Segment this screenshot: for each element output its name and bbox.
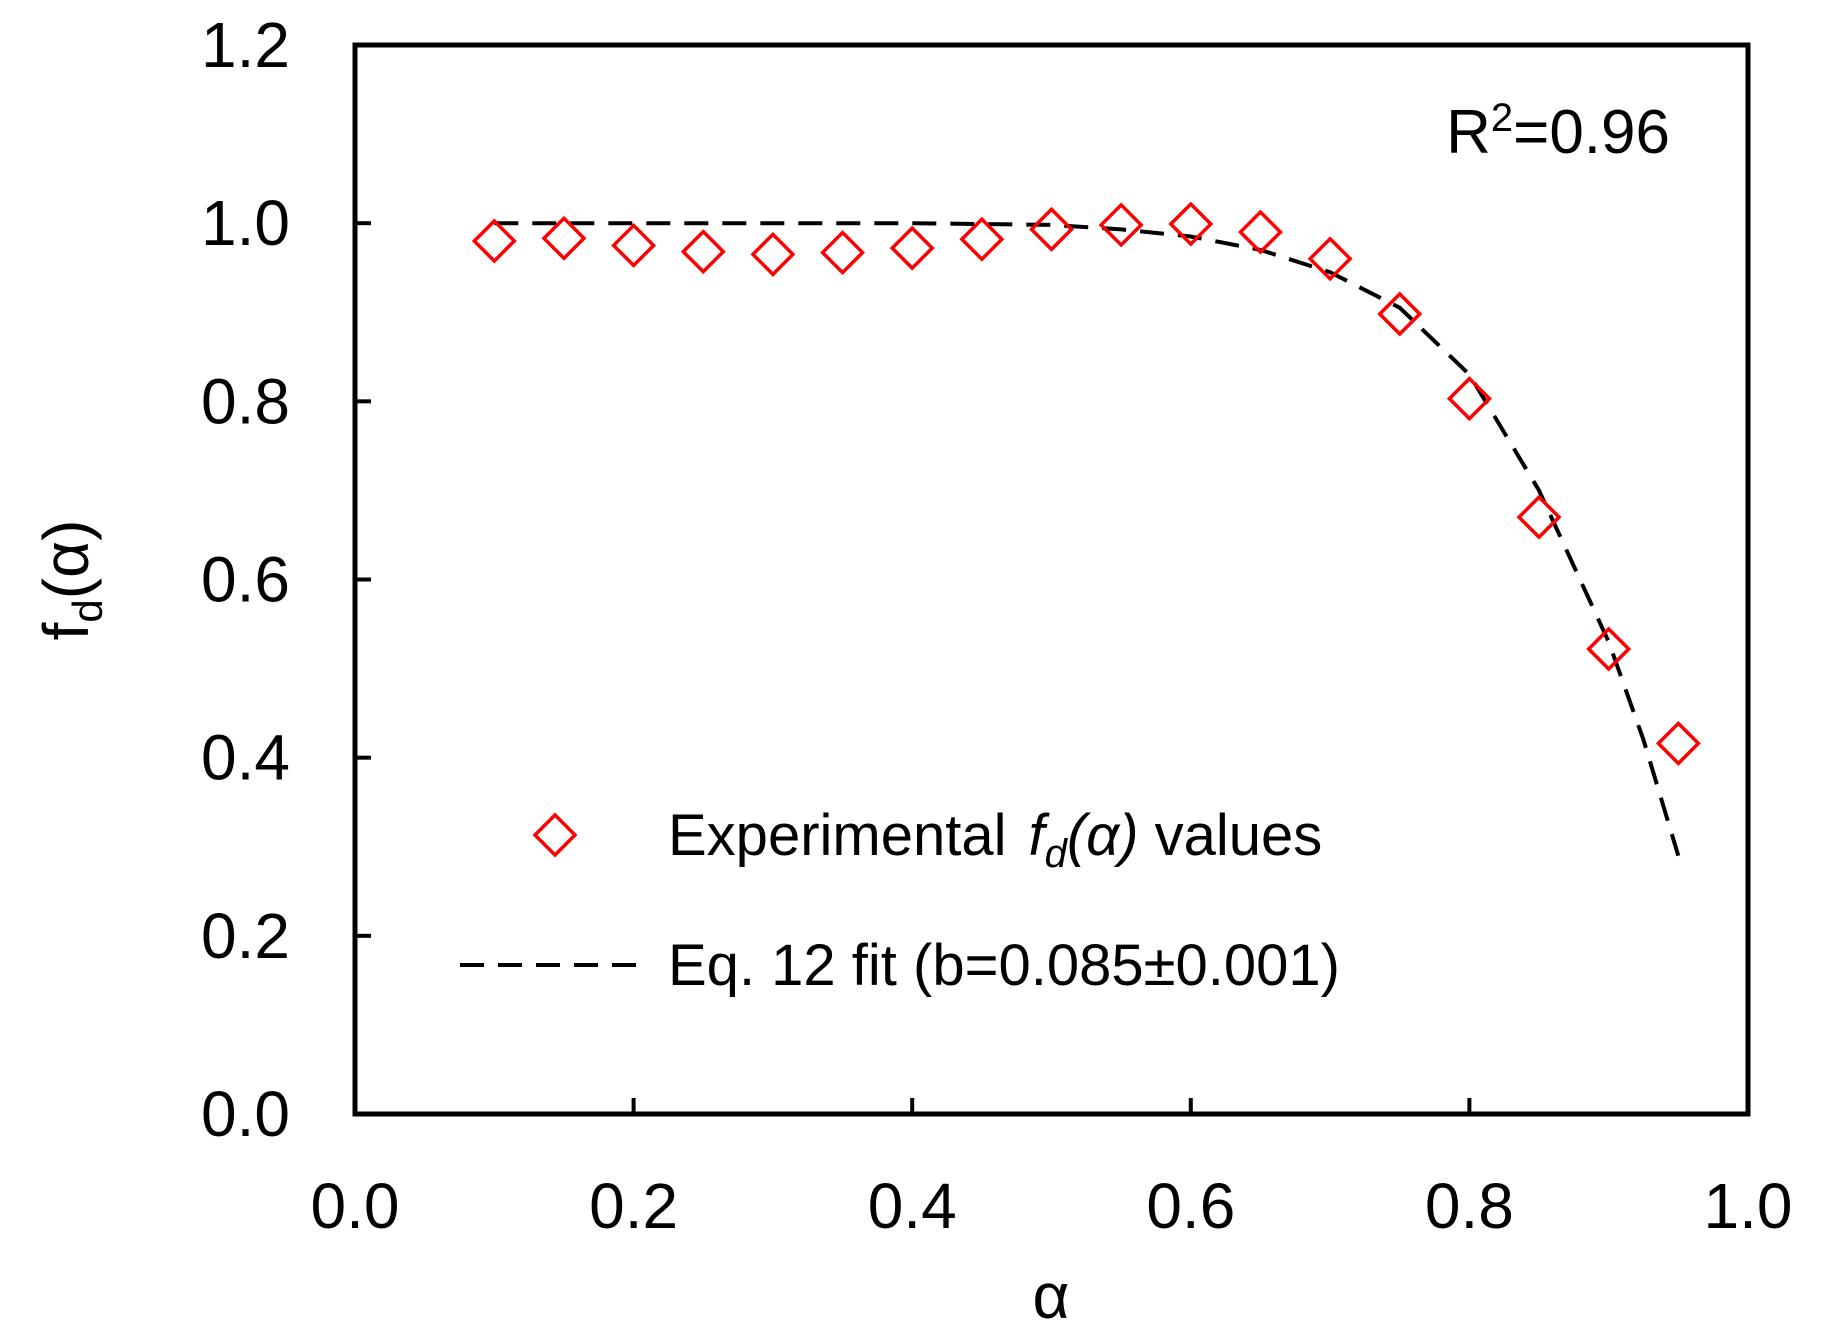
y-axis-label-base: f	[30, 622, 102, 640]
x-tick-label-2: 0.4	[868, 1170, 957, 1242]
data-point-13	[1377, 291, 1423, 337]
x-tick-label-1: 0.2	[589, 1170, 678, 1242]
legend: Experimental fd(α) values Eq. 12 fit (b=0.…	[460, 803, 1340, 998]
y-tick-label-6: 1.2	[201, 9, 290, 81]
data-point-6	[889, 225, 935, 271]
data-point-17	[1655, 720, 1701, 766]
y-tick-label-5: 1.0	[201, 187, 290, 259]
data-point-9	[1098, 202, 1144, 248]
legend-experimental-suffix: values	[1155, 803, 1323, 868]
data-point-8	[1029, 206, 1074, 252]
legend-label-experimental: Experimental fd(α) values	[668, 803, 1322, 876]
data-point-5	[820, 230, 866, 276]
x-axis-label: α	[1033, 1260, 1070, 1331]
x-tick-label-0: 0.0	[311, 1170, 400, 1242]
x-tick-label-5: 1.0	[1704, 1170, 1793, 1242]
data-point-14	[1446, 376, 1492, 422]
data-point-4	[750, 231, 796, 277]
y-tick-labels: 0.0 0.2 0.4 0.6 0.8 1.0 1.2	[201, 9, 290, 1150]
x-tick-label-3: 0.6	[1146, 1170, 1235, 1242]
data-point-2	[611, 222, 657, 268]
r-squared-sup: 2	[1491, 96, 1513, 140]
axis-ticks	[353, 43, 1750, 1116]
y-tick-label-0: 0.0	[201, 1078, 290, 1150]
data-point-7	[959, 216, 1005, 262]
y-axis-label-sub: d	[64, 599, 111, 622]
data-point-11	[1237, 209, 1283, 255]
legend-experimental-fsub: d	[1045, 832, 1069, 876]
y-tick-label-2: 0.4	[201, 722, 290, 794]
y-tick-label-3: 0.6	[201, 544, 290, 616]
fit-line	[494, 221, 1681, 857]
r-squared-annotation: R2=0.96	[1446, 96, 1670, 167]
legend-experimental-prefix: Experimental	[668, 803, 1006, 868]
legend-experimental-frest: (α)	[1067, 803, 1139, 868]
data-point-12	[1307, 236, 1353, 282]
y-tick-label-1: 0.2	[201, 900, 290, 972]
data-point-15	[1516, 494, 1562, 540]
y-axis-label-rest: (α)	[30, 520, 102, 600]
data-point-3	[680, 229, 726, 275]
x-tick-labels: 0.0 0.2 0.4 0.6 0.8 1.0	[311, 1170, 1793, 1242]
data-point-0	[471, 218, 517, 264]
y-tick-label-4: 0.8	[201, 365, 290, 437]
y-axis-label: fd(α)	[30, 520, 111, 641]
data-point-16	[1586, 626, 1632, 672]
data-point-10	[1168, 201, 1214, 247]
data-points	[471, 201, 1701, 766]
legend-label-fit: Eq. 12 fit (b=0.085±0.001)	[668, 933, 1340, 998]
legend-marker-diamond	[532, 812, 578, 858]
r-squared-rest: =0.96	[1513, 98, 1670, 167]
data-point-1	[541, 215, 587, 261]
r-squared-base: R	[1446, 98, 1491, 167]
x-tick-label-4: 0.8	[1425, 1170, 1514, 1242]
